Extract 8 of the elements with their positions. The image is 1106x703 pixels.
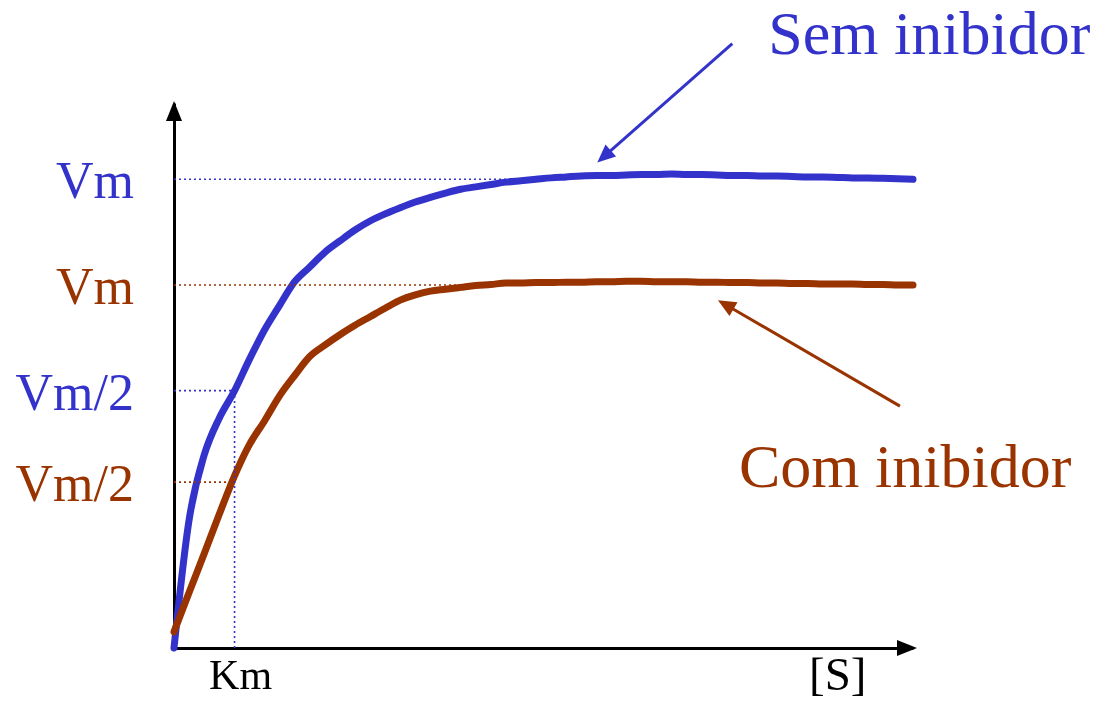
text: Km [209,652,273,698]
ref-line-label: Vm/2 [15,363,134,421]
series-label: Sem inibidor [768,0,1091,67]
ref-line-label: Vm [56,152,134,210]
legend-label: Com inibidor [738,432,1072,501]
ref-line-label: Vm [56,257,134,315]
ref-line-label: Vm/2 [15,455,134,513]
x-axis-title: [S] [809,647,867,700]
